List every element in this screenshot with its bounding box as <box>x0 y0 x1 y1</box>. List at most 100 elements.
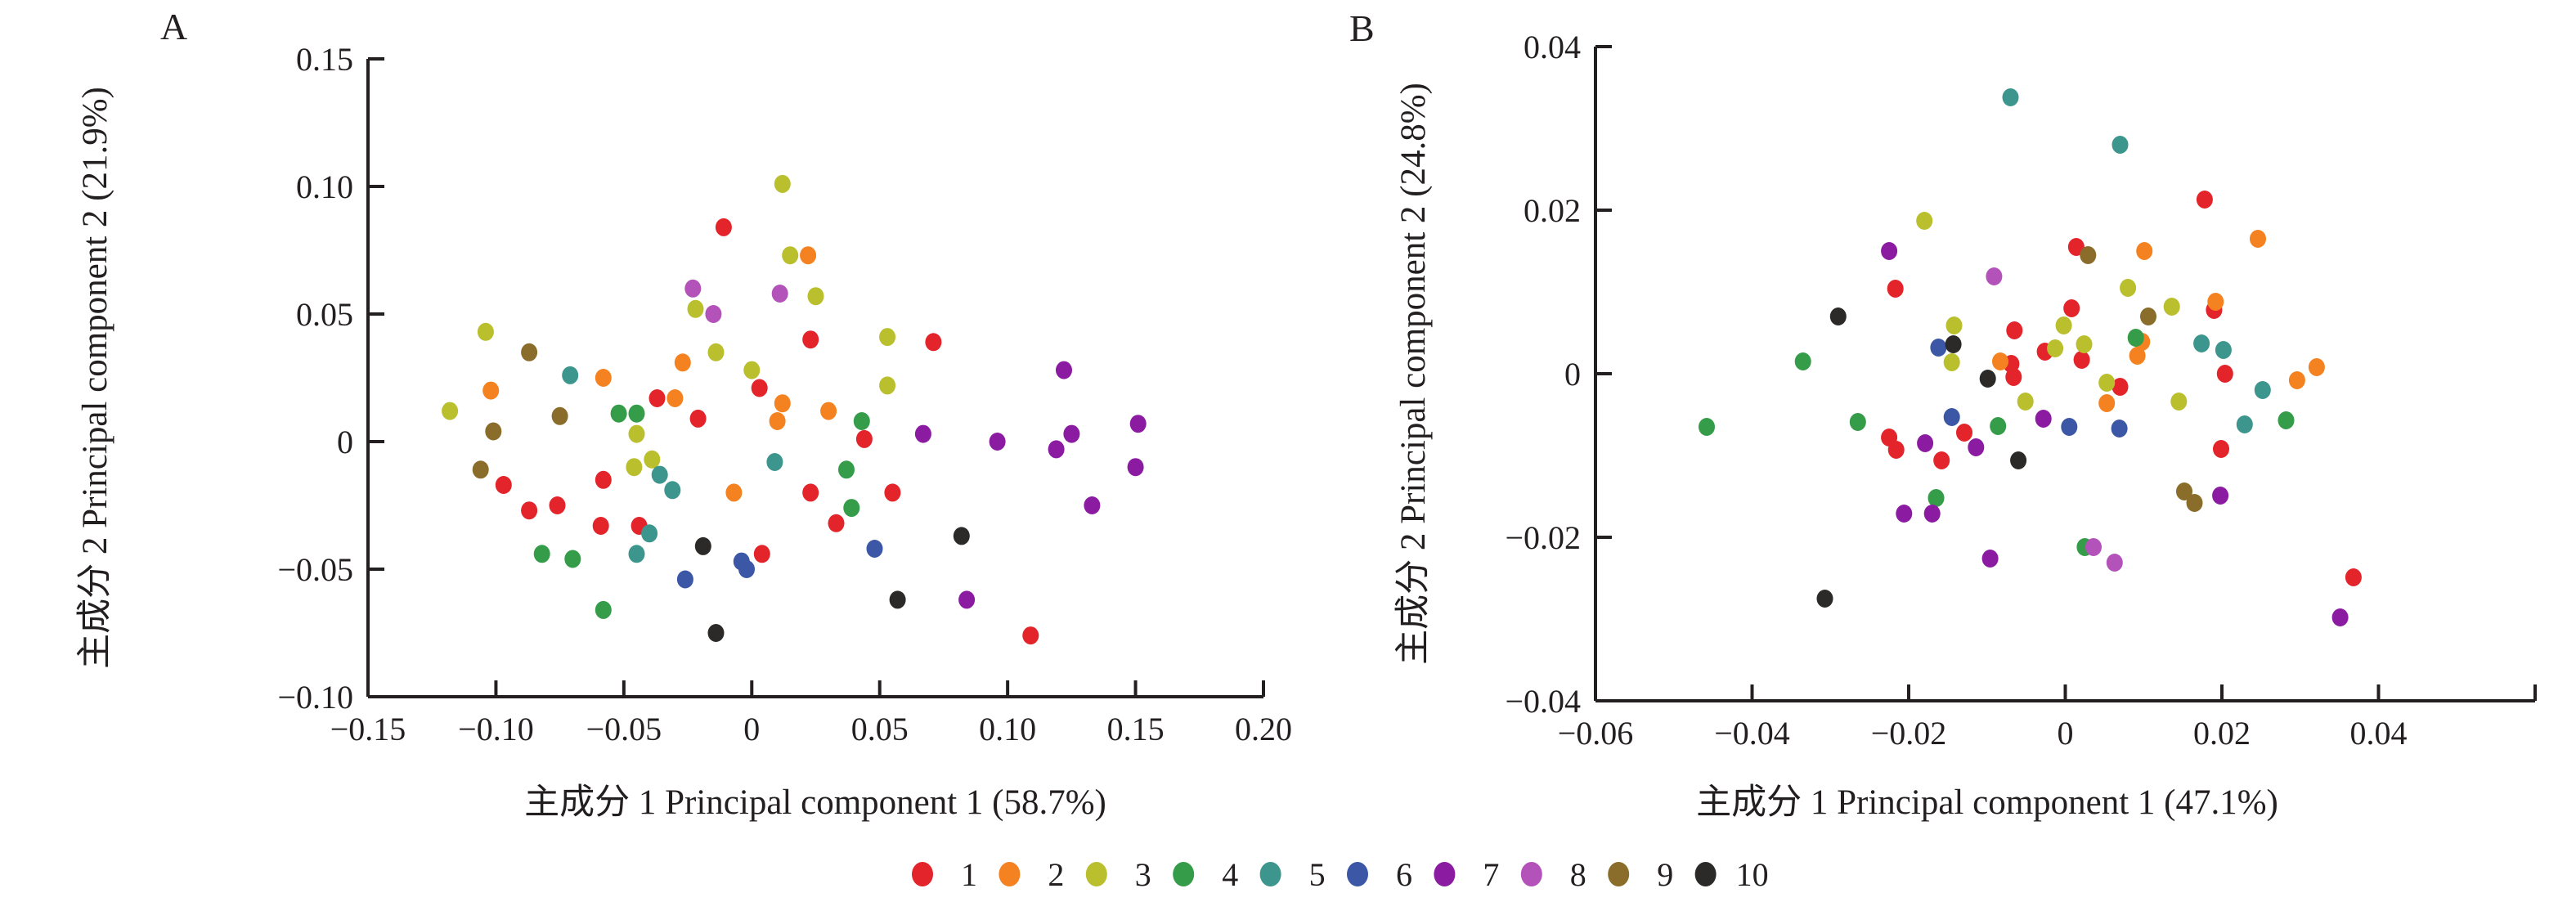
data-point <box>485 422 502 441</box>
x-axis-title: 主成分 1 Principal component 1 (58.7%) <box>524 783 1106 822</box>
data-point <box>472 460 489 479</box>
data-point <box>2288 371 2305 389</box>
data-point <box>1129 415 1147 433</box>
data-point <box>2345 568 2362 586</box>
data-point <box>1794 352 1811 370</box>
data-point <box>533 545 550 563</box>
data-point <box>1986 267 2003 285</box>
x-tick-label: −0.15 <box>330 711 406 747</box>
data-point <box>2098 374 2116 392</box>
data-point <box>687 299 704 318</box>
series-6 <box>676 540 883 589</box>
legend-label-3: 3 <box>1135 856 1151 893</box>
data-point <box>2215 341 2232 359</box>
data-point <box>2193 334 2210 352</box>
x-tick-label: 0.05 <box>851 711 909 747</box>
y-tick-label: 0.15 <box>296 41 353 78</box>
data-point <box>855 429 873 448</box>
data-point <box>641 524 658 543</box>
data-point <box>1933 451 1950 469</box>
data-point <box>2127 329 2144 347</box>
data-point <box>715 218 732 236</box>
data-point <box>1849 413 1866 431</box>
data-point <box>592 517 609 535</box>
data-point <box>1956 424 1972 442</box>
data-point <box>1887 441 1905 459</box>
data-point <box>705 305 722 323</box>
y-tick-label: 0 <box>337 424 353 460</box>
data-point <box>1829 307 1847 325</box>
x-tick-label: −0.05 <box>586 711 662 747</box>
data-point <box>1896 505 1913 523</box>
data-point <box>2129 347 2146 365</box>
data-point <box>751 379 768 397</box>
data-point <box>482 381 500 400</box>
data-point <box>1056 361 1072 379</box>
data-point <box>2250 230 2266 248</box>
data-point <box>666 389 684 407</box>
data-point <box>2196 191 2213 209</box>
data-point <box>2216 365 2233 383</box>
data-point <box>2186 494 2203 512</box>
data-point <box>2063 299 2080 317</box>
data-point <box>889 590 906 609</box>
data-point <box>2047 339 2064 357</box>
data-point <box>2035 410 2052 428</box>
y-axis-title: 主成分 2 Principal component 2 (21.9%) <box>76 87 114 669</box>
series-3 <box>1916 212 2188 411</box>
data-point <box>648 389 666 407</box>
legend-label-8: 8 <box>1570 856 1586 893</box>
data-point <box>2010 451 2027 469</box>
data-point <box>595 600 612 619</box>
data-point <box>782 246 799 265</box>
data-point <box>2098 394 2116 412</box>
data-point <box>2120 279 2137 297</box>
data-point <box>2331 608 2349 626</box>
data-point <box>743 361 761 379</box>
data-point <box>884 483 901 502</box>
data-point <box>664 481 681 500</box>
series-4 <box>1699 329 2295 556</box>
data-point <box>2112 378 2129 396</box>
data-point <box>800 246 817 265</box>
legend-dot-6 <box>1347 862 1368 886</box>
data-point <box>1945 335 1962 353</box>
series-5 <box>2002 88 2271 433</box>
data-point <box>2017 393 2034 411</box>
data-point <box>707 624 725 642</box>
legend-label-9: 9 <box>1657 856 1673 893</box>
x-tick-label: 0 <box>2058 715 2074 752</box>
data-point <box>989 433 1006 451</box>
data-point <box>2055 316 2072 334</box>
series-8 <box>684 279 788 323</box>
x-tick-label: 0.04 <box>2350 715 2408 752</box>
data-point <box>802 330 819 349</box>
x-tick-label: 0 <box>743 711 760 747</box>
data-point <box>1916 212 1933 230</box>
data-point <box>1699 418 1715 436</box>
data-point <box>477 322 494 341</box>
data-point <box>684 279 702 298</box>
data-point <box>628 424 645 443</box>
x-tick-label: 0.20 <box>1235 711 1292 747</box>
series-1 <box>495 218 1039 645</box>
legend-dot-10 <box>1694 862 1717 886</box>
y-tick-label: 0.02 <box>1524 192 1581 229</box>
data-point <box>1928 489 1945 507</box>
legend-dot-1 <box>912 862 933 886</box>
panel-label: B <box>1349 7 1375 49</box>
y-tick-label: 0.05 <box>296 296 353 333</box>
series-2 <box>1992 230 2325 412</box>
x-tick-label: 0.15 <box>1107 711 1165 747</box>
data-point <box>953 527 970 545</box>
data-point <box>725 483 743 502</box>
data-point <box>644 450 661 469</box>
data-point <box>595 470 612 489</box>
data-point <box>562 366 579 384</box>
y-tick-label: 0 <box>1564 356 1581 393</box>
legend: 1 2 3 4 5 6 7 8 9 10 <box>912 856 1769 893</box>
data-point <box>442 402 459 420</box>
data-point <box>2112 136 2129 154</box>
